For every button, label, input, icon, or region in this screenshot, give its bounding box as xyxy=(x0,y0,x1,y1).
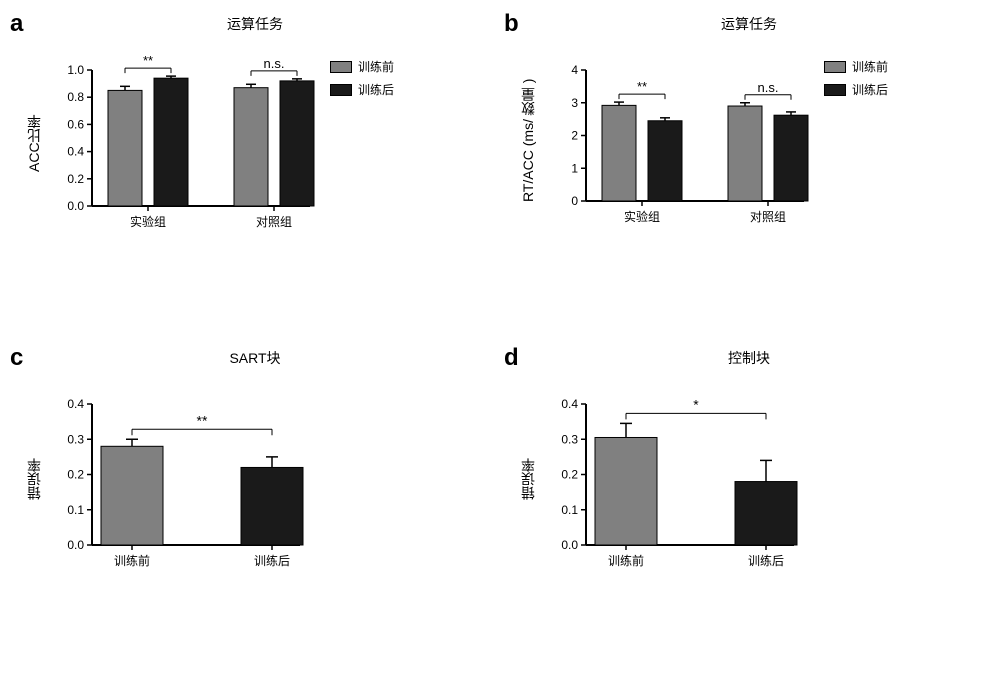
x-tick-label: 实验组 xyxy=(130,214,166,229)
legend-swatch xyxy=(330,84,352,96)
figure-grid: a 运算任务ACC比率0.00.20.40.60.81.0实验组对照组**n.s… xyxy=(10,10,990,670)
chart-title: SART块 xyxy=(229,348,280,368)
bar xyxy=(280,81,314,206)
legend: 训练前训练后 xyxy=(330,58,394,98)
plot-svg: 0.0 0.2 0.4 0.6 0.8 1.0 实验组 对照组 ** n.s. xyxy=(46,40,316,240)
bar xyxy=(774,115,808,201)
y-tick-label: 0.0 xyxy=(561,538,578,552)
y-tick-label: 0.3 xyxy=(67,432,84,446)
legend-label: 训练后 xyxy=(358,81,394,98)
sig-label: * xyxy=(693,396,699,412)
chart-c: SART块错误率 0.0 0.1 0.2 0.3 0.4 训练前 训练后 ** xyxy=(22,348,488,666)
y-axis-label: RT/ACC (ms/ 数量 ) xyxy=(516,60,540,221)
legend-label: 训练后 xyxy=(852,81,888,98)
y-tick-label: 0.0 xyxy=(67,538,84,552)
bar xyxy=(101,446,163,545)
bar xyxy=(234,88,268,206)
x-tick-label: 训练后 xyxy=(254,553,290,568)
y-tick-label: 2 xyxy=(571,129,578,143)
plot-svg: 0.0 0.1 0.2 0.3 0.4 训练前 训练后 ** xyxy=(46,374,306,579)
y-tick-label: 4 xyxy=(571,63,578,77)
plot-svg: 0.0 0.1 0.2 0.3 0.4 训练前 训练后 * xyxy=(540,374,800,579)
panel-a: a 运算任务ACC比率0.00.20.40.60.81.0实验组对照组**n.s… xyxy=(10,10,496,336)
panel-d: d 控制块错误率0.00.10.20.30.4训练前训练后* xyxy=(504,344,990,670)
x-tick-label: 对照组 xyxy=(750,210,786,224)
y-tick-label: 0.0 xyxy=(67,199,84,213)
y-tick-label: 3 xyxy=(571,96,578,110)
bar xyxy=(108,90,142,206)
y-axis-label: 错误率 xyxy=(22,394,46,565)
y-tick-label: 0.3 xyxy=(561,432,578,446)
chart-title: 运算任务 xyxy=(721,14,777,34)
x-tick-label: 训练前 xyxy=(114,553,150,568)
sig-label: n.s. xyxy=(758,80,779,95)
chart-title: 控制块 xyxy=(728,348,770,368)
x-tick-label: 实验组 xyxy=(624,209,660,224)
y-tick-label: 0.2 xyxy=(67,172,84,186)
chart-row: ACC比率 0.0 0.2 0.4 0.6 0.8 1.0 实验组 对照组 ** n.s. 训练前训练… xyxy=(22,40,488,332)
y-axis-label: 错误率 xyxy=(516,394,540,565)
legend-label: 训练前 xyxy=(358,58,394,75)
y-tick-label: 0.8 xyxy=(67,90,84,104)
legend-item: 训练前 xyxy=(330,58,394,75)
bar xyxy=(154,78,188,206)
x-tick-label: 对照组 xyxy=(256,215,292,229)
x-tick-label: 训练前 xyxy=(608,553,644,568)
y-tick-label: 1 xyxy=(571,161,578,175)
legend-swatch xyxy=(330,61,352,73)
chart-d: 控制块错误率 0.0 0.1 0.2 0.3 0.4 训练前 训练后 * xyxy=(516,348,982,666)
bar xyxy=(595,437,657,545)
y-tick-label: 0.6 xyxy=(67,117,84,131)
y-tick-label: 0.4 xyxy=(67,145,84,159)
x-tick-label: 训练后 xyxy=(748,553,784,568)
legend-item: 训练后 xyxy=(330,81,394,98)
legend-item: 训练前 xyxy=(824,58,888,75)
y-tick-label: 0 xyxy=(571,194,578,208)
bar xyxy=(602,105,636,201)
legend-label: 训练前 xyxy=(852,58,888,75)
panel-c: c SART块错误率0.00.10.20.30.4训练前训练后** xyxy=(10,344,496,670)
y-tick-label: 1.0 xyxy=(67,63,84,77)
chart-b: 运算任务 RT/ACC (ms/ 数量 ) 0 1 2 3 4 实验组 对照组 ** n.s. 训练前… xyxy=(516,14,982,332)
y-tick-label: 0.4 xyxy=(67,397,84,411)
y-tick-label: 0.2 xyxy=(561,468,578,482)
y-tick-label: 0.1 xyxy=(67,503,84,517)
bar xyxy=(648,121,682,201)
y-tick-label: 0.1 xyxy=(561,503,578,517)
legend-swatch xyxy=(824,61,846,73)
y-axis-label: ACC比率 xyxy=(22,60,46,226)
chart-row: 错误率 0.0 0.1 0.2 0.3 0.4 训练前 训练后 ** xyxy=(22,374,488,666)
y-tick-label: 0.2 xyxy=(67,468,84,482)
panel-b: b 运算任务RT/ACC (ms/ 数量 )01234实验组对照组**n.s.训… xyxy=(504,10,990,336)
sig-label: ** xyxy=(143,53,153,68)
bar xyxy=(735,482,797,545)
plot-svg: 0 1 2 3 4 实验组 对照组 ** n.s. xyxy=(540,40,810,235)
sig-label: ** xyxy=(637,79,647,94)
sig-label: ** xyxy=(197,412,208,428)
y-tick-label: 0.4 xyxy=(561,397,578,411)
legend-item: 训练后 xyxy=(824,81,888,98)
bar xyxy=(728,106,762,201)
legend: 训练前训练后 xyxy=(824,58,888,98)
chart-a: 运算任务 ACC比率 0.0 0.2 0.4 0.6 0.8 1.0 实验组 对照组 ** n.s. 训… xyxy=(22,14,488,332)
chart-title: 运算任务 xyxy=(227,14,283,34)
legend-swatch xyxy=(824,84,846,96)
bar xyxy=(241,467,303,545)
chart-row: RT/ACC (ms/ 数量 ) 0 1 2 3 4 实验组 对照组 ** n.s. 训练前训练后 xyxy=(516,40,982,332)
sig-label: n.s. xyxy=(264,56,285,71)
chart-row: 错误率 0.0 0.1 0.2 0.3 0.4 训练前 训练后 * xyxy=(516,374,982,666)
